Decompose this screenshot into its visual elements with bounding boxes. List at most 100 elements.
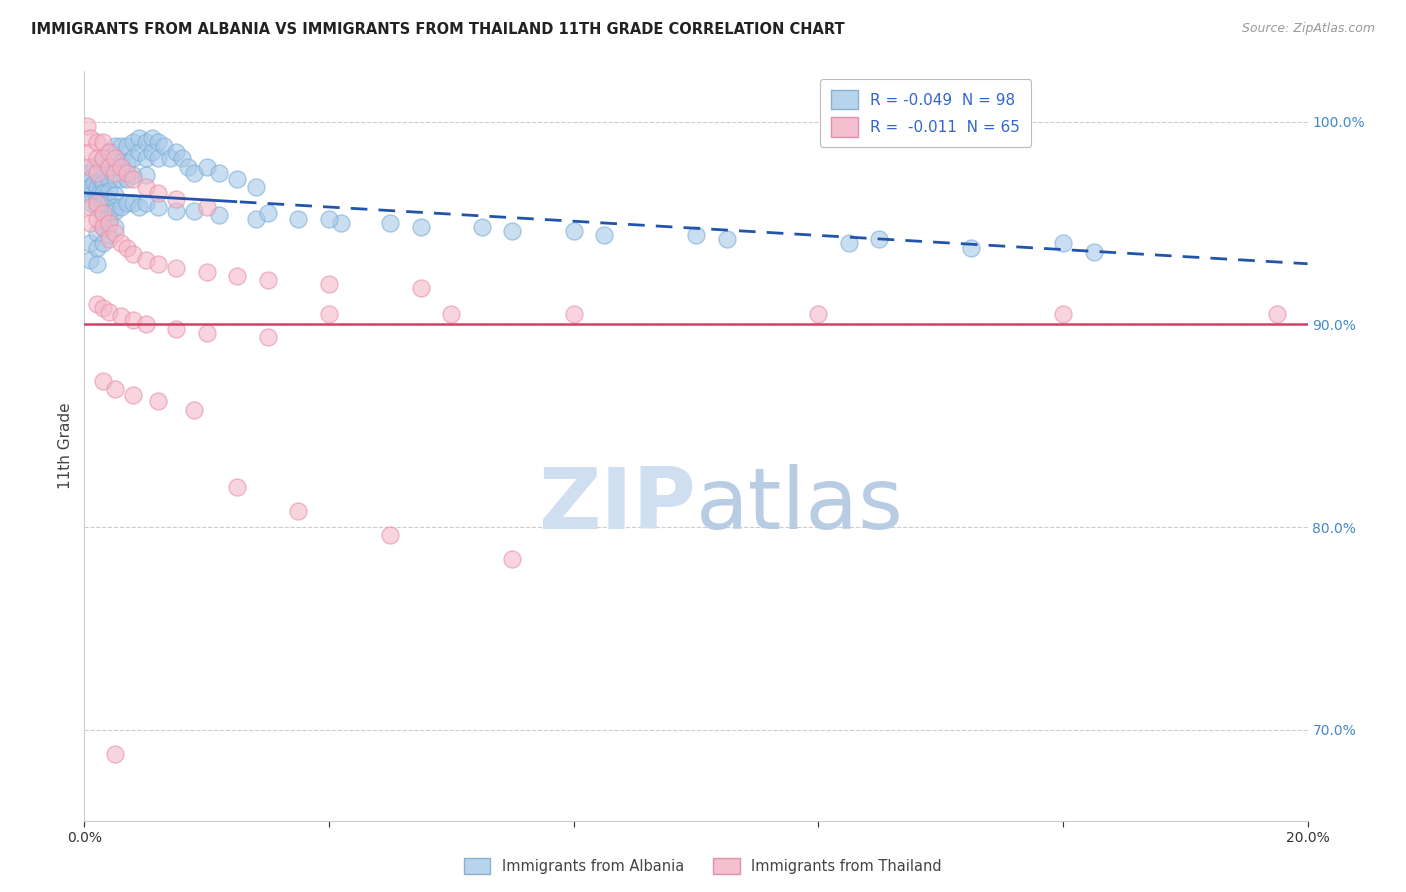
Point: [79, 196, 101, 211]
Point: [562, 307, 585, 321]
Point: [97, 145, 120, 160]
Point: [128, 131, 150, 145]
Point: [195, 326, 218, 340]
Point: [97, 145, 120, 160]
Point: [1265, 307, 1288, 321]
Point: [226, 479, 249, 493]
Point: [146, 257, 169, 271]
Point: [1052, 307, 1074, 321]
Point: [380, 216, 402, 230]
Point: [409, 281, 432, 295]
Point: [97, 171, 120, 186]
Point: [960, 241, 983, 255]
Point: [110, 155, 132, 169]
Point: [91, 196, 114, 211]
Point: [183, 204, 205, 219]
Point: [97, 305, 120, 319]
Point: [110, 160, 132, 174]
Point: [91, 135, 114, 149]
Point: [104, 747, 127, 761]
Point: [104, 139, 127, 153]
Point: [502, 224, 524, 238]
Point: [97, 232, 120, 246]
Point: [79, 187, 101, 202]
Point: [91, 206, 114, 220]
Point: [122, 388, 145, 402]
Point: [76, 119, 98, 133]
Point: [110, 236, 132, 251]
Point: [91, 220, 114, 235]
Point: [128, 145, 150, 160]
Point: [79, 179, 101, 194]
Point: [104, 155, 127, 169]
Point: [172, 152, 194, 166]
Text: atlas: atlas: [696, 465, 904, 548]
Point: [97, 160, 120, 174]
Point: [165, 260, 187, 275]
Point: [257, 329, 280, 343]
Point: [110, 200, 132, 214]
Point: [380, 528, 402, 542]
Point: [115, 241, 138, 255]
Text: Source: ZipAtlas.com: Source: ZipAtlas.com: [1241, 22, 1375, 36]
Point: [141, 145, 163, 160]
Point: [86, 297, 108, 311]
Point: [807, 307, 830, 321]
Point: [86, 166, 108, 180]
Point: [257, 206, 280, 220]
Point: [135, 252, 157, 267]
Point: [146, 186, 169, 200]
Point: [83, 160, 105, 174]
Point: [86, 179, 108, 194]
Point: [86, 241, 108, 255]
Point: [122, 171, 145, 186]
Point: [287, 212, 309, 227]
Point: [79, 252, 101, 267]
Legend: R = -0.049  N = 98, R =  -0.011  N = 65: R = -0.049 N = 98, R = -0.011 N = 65: [820, 79, 1031, 147]
Point: [97, 212, 120, 227]
Point: [257, 273, 280, 287]
Point: [104, 220, 127, 235]
Point: [86, 257, 108, 271]
Point: [153, 139, 176, 153]
Point: [86, 192, 108, 206]
Point: [91, 236, 114, 251]
Point: [287, 504, 309, 518]
Point: [104, 382, 127, 396]
Point: [86, 196, 108, 211]
Point: [104, 171, 127, 186]
Point: [91, 152, 114, 166]
Point: [86, 200, 108, 214]
Point: [593, 228, 616, 243]
Point: [86, 135, 108, 149]
Point: [79, 160, 101, 174]
Point: [89, 155, 111, 169]
Point: [104, 204, 127, 219]
Point: [79, 216, 101, 230]
Point: [86, 152, 108, 166]
Text: ZIP: ZIP: [538, 465, 696, 548]
Point: [165, 192, 187, 206]
Point: [245, 212, 267, 227]
Point: [104, 227, 127, 241]
Point: [440, 307, 463, 321]
Y-axis label: 11th Grade: 11th Grade: [58, 402, 73, 490]
Point: [115, 171, 138, 186]
Point: [177, 160, 200, 174]
Point: [97, 196, 120, 211]
Point: [146, 394, 169, 409]
Point: [76, 166, 98, 180]
Point: [86, 166, 108, 180]
Point: [91, 301, 114, 316]
Point: [318, 307, 340, 321]
Point: [79, 236, 101, 251]
Point: [91, 176, 114, 190]
Point: [562, 224, 585, 238]
Point: [226, 268, 249, 283]
Point: [86, 212, 108, 227]
Point: [208, 166, 231, 180]
Point: [91, 152, 114, 166]
Point: [208, 208, 231, 222]
Point: [165, 204, 187, 219]
Point: [89, 186, 111, 200]
